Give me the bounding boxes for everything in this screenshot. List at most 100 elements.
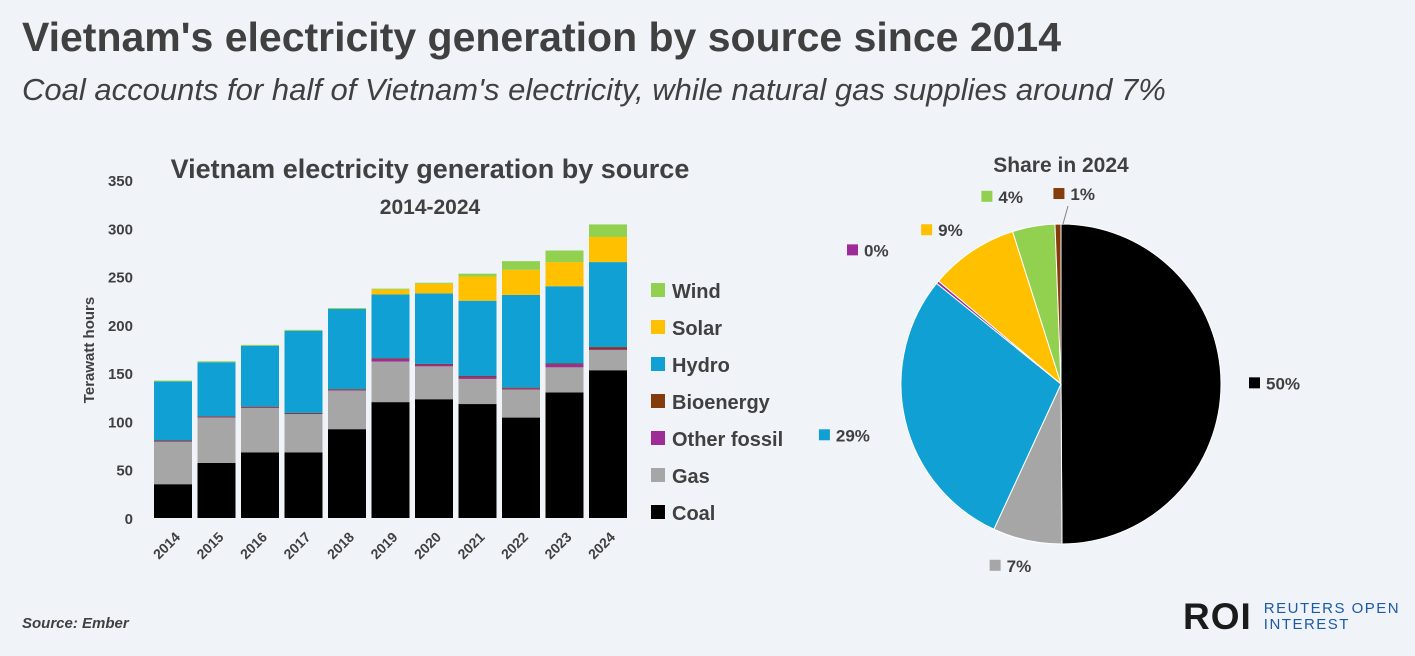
bar-segment-hydro xyxy=(545,286,584,364)
bar-segment-other-fossil xyxy=(502,388,540,390)
bar-segment-coal xyxy=(502,417,540,518)
bar-segment-wind xyxy=(154,380,192,382)
y-tick-label: 0 xyxy=(125,511,133,528)
bar-segment-wind xyxy=(241,344,279,346)
bar-segment-gas xyxy=(502,389,540,418)
legend-item: Wind xyxy=(672,281,721,303)
bar-segment-coal xyxy=(415,399,453,518)
pie-label: 50% xyxy=(1266,374,1300,393)
bar-segment-wind xyxy=(197,361,236,363)
x-tick-label: 2022 xyxy=(498,529,531,562)
bar-segment-other-fossil xyxy=(458,377,497,379)
pie-label: 0% xyxy=(864,241,889,260)
bar-segment-solar xyxy=(589,236,627,263)
legend-swatch xyxy=(651,320,665,334)
bar-segment-gas xyxy=(328,390,366,430)
pie-label: 7% xyxy=(1007,557,1032,576)
pie-label: 1% xyxy=(1070,185,1095,204)
bar-segment-coal xyxy=(458,404,497,518)
bar-segment-other-fossil xyxy=(545,364,584,368)
bar-segment-other-fossil xyxy=(328,389,366,391)
bar-segment-gas xyxy=(197,417,236,463)
legend-item: Solar xyxy=(672,318,722,340)
pie-label: 29% xyxy=(836,426,870,445)
bar-segment-wind xyxy=(502,261,540,270)
y-axis-ticks: 0 50 100 150 200 250 300 350 xyxy=(108,173,133,528)
bar-segment-gas xyxy=(284,413,323,453)
bar-segment-other-fossil xyxy=(589,349,627,350)
bar-segment-coal xyxy=(197,462,236,518)
bar-segment-bioenergy xyxy=(154,440,192,442)
pie-chart-title: Share in 2024 xyxy=(993,154,1129,177)
legend-swatch xyxy=(651,431,665,445)
bar-segment-wind xyxy=(284,329,323,331)
bar-chart-subtitle: 2014-2024 xyxy=(380,196,481,219)
y-tick-label: 250 xyxy=(108,270,133,287)
bar-segment-wind xyxy=(545,250,584,263)
bar-segment-bioenergy xyxy=(458,376,497,378)
bar-segment-bioenergy xyxy=(502,387,540,389)
legend-swatch xyxy=(651,468,665,482)
bar-segment-gas xyxy=(371,361,410,403)
bar-segment-solar xyxy=(415,283,453,294)
bar-segment-solar xyxy=(502,269,540,295)
bar-segment-wind xyxy=(328,308,366,310)
bar-segment-coal xyxy=(241,452,279,518)
bar-segment-bioenergy xyxy=(241,406,279,408)
y-tick-label: 200 xyxy=(108,318,133,335)
legend-swatch xyxy=(651,357,665,371)
x-tick-label: 2015 xyxy=(193,529,226,562)
brand-logo: ROI REUTERS OPEN INTEREST xyxy=(1183,596,1400,638)
bar-segment-coal xyxy=(545,392,584,518)
brand-mark: ROI xyxy=(1183,596,1252,637)
bar-segment-bioenergy xyxy=(328,389,366,390)
x-axis-ticks: 2014 2015 2016 2017 2018 2019 2020 2021 2022 2023… xyxy=(150,529,618,562)
x-tick-label: 2014 xyxy=(150,529,183,562)
bar-segment-hydro xyxy=(241,345,279,407)
bar-segment-gas xyxy=(589,349,627,371)
x-tick-label: 2019 xyxy=(367,529,400,562)
legend-item: Bioenergy xyxy=(672,392,771,414)
bar-segment-bioenergy xyxy=(415,363,453,365)
bar-segment-bioenergy xyxy=(284,412,323,414)
legend-item: Gas xyxy=(672,466,710,488)
x-tick-label: 2021 xyxy=(454,529,487,562)
bar-segment-hydro xyxy=(415,293,453,364)
bar-segment-hydro xyxy=(284,330,323,413)
y-tick-label: 150 xyxy=(108,366,133,383)
bar-segment-solar xyxy=(458,276,497,301)
pie-label-swatch xyxy=(1248,377,1260,389)
bar-segment-coal xyxy=(154,484,192,518)
bar-segment-bioenergy xyxy=(197,416,236,418)
pie-label-swatch xyxy=(981,190,993,202)
bar-segment-gas xyxy=(241,407,279,453)
pie-slice-coal xyxy=(1060,223,1222,545)
brand-line-1: REUTERS OPEN xyxy=(1263,600,1401,617)
bar-segment-hydro xyxy=(154,381,192,441)
pie-slice-solar xyxy=(937,230,1062,386)
pie-label-swatch xyxy=(818,429,830,441)
brand-line-2: INTEREST xyxy=(1263,616,1350,633)
bar-legend: Wind Solar Hydro Bioenergy Other fossil Gas Co… xyxy=(651,281,783,525)
pie-slice-bioenergy xyxy=(1054,223,1062,385)
bar-segment-hydro xyxy=(197,362,236,417)
y-tick-label: 300 xyxy=(108,221,133,238)
bar-segment-wind xyxy=(458,273,497,277)
bar-segment-other-fossil xyxy=(415,364,453,367)
x-tick-label: 2024 xyxy=(585,529,618,562)
bar-segment-bioenergy xyxy=(589,347,627,349)
pie-label-swatch xyxy=(921,224,933,236)
pie-labels: 50% 7% 29% 0% 9% 4% 1% xyxy=(818,185,1300,576)
stacked-bars xyxy=(154,224,627,518)
bar-segment-coal xyxy=(371,402,410,518)
page-subtitle: Coal accounts for half of Vietnam's elec… xyxy=(22,72,1166,107)
legend-item: Coal xyxy=(672,503,715,525)
bar-segment-wind xyxy=(371,288,410,290)
bar-segment-wind xyxy=(589,224,627,237)
source-note: Source: Ember xyxy=(22,615,129,632)
bar-segment-coal xyxy=(284,452,323,518)
x-tick-label: 2016 xyxy=(237,529,270,562)
legend-item: Other fossil xyxy=(672,429,783,451)
bar-segment-gas xyxy=(458,378,497,405)
legend-swatch xyxy=(651,394,665,408)
